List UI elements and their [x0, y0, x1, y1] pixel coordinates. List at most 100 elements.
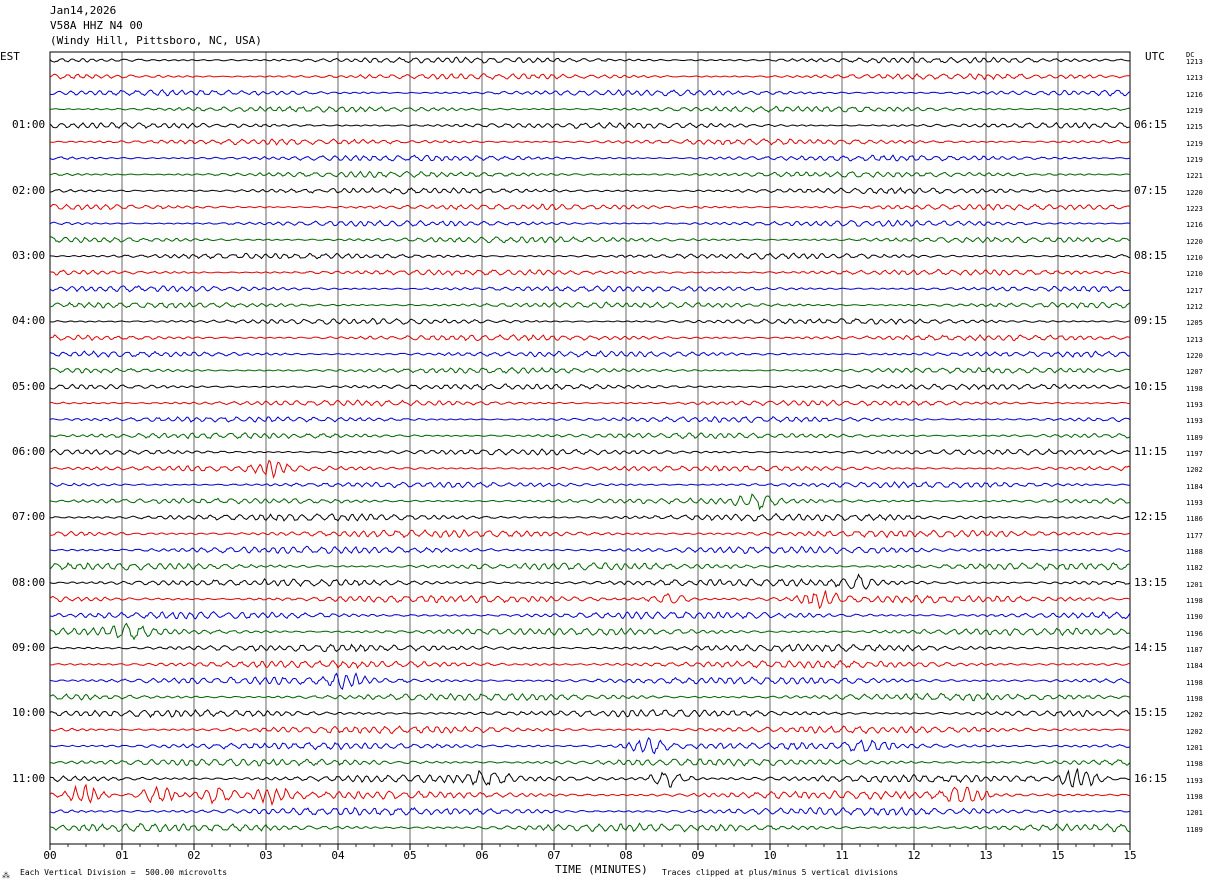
x-tick-label: 00	[43, 849, 56, 862]
right-hour-label: 07:15	[1134, 183, 1168, 197]
seismic-trace	[49, 89, 1131, 97]
left-hour-label: 09:00	[12, 641, 46, 655]
right-hour-label: 12:15	[1134, 510, 1168, 524]
seismic-trace	[49, 545, 1131, 555]
x-tick-label: 01	[115, 849, 128, 862]
dc-offset-value: 1198	[1186, 793, 1203, 801]
x-axis-title: TIME (MINUTES)	[555, 863, 648, 876]
dc-offset-value: 1201	[1186, 809, 1203, 818]
right-hour-label: 15:15	[1134, 706, 1168, 720]
seismic-trace	[49, 768, 1131, 788]
left-hour-label: 04:00	[12, 314, 46, 328]
dc-offset-value: 1223	[1186, 205, 1203, 214]
dc-offset-value: 1202	[1186, 466, 1203, 475]
dc-offset-value: 1186	[1186, 515, 1203, 524]
right-hour-label: 16:15	[1134, 771, 1168, 785]
dc-offset-value: 1216	[1186, 221, 1203, 230]
x-tick-label: 05	[403, 849, 416, 862]
seismic-trace	[49, 236, 1131, 244]
seismic-trace	[49, 737, 1131, 755]
seismic-trace	[49, 72, 1131, 81]
dc-offset-value: 1198	[1186, 678, 1203, 687]
seismic-trace	[49, 203, 1131, 211]
seismic-trace	[49, 692, 1131, 702]
dc-offset-value: 1187	[1186, 646, 1203, 655]
left-hour-label: 02:00	[12, 183, 46, 197]
seismic-trace	[49, 219, 1131, 227]
seismic-trace	[49, 154, 1130, 162]
dc-offset-value: 1193	[1186, 499, 1203, 508]
dc-offset-value: 1212	[1186, 303, 1203, 312]
dc-offset-value: 1213	[1186, 74, 1203, 83]
footer-clip-note: Traces clipped at plus/minus 5 vertical …	[662, 868, 899, 877]
x-tick-label: 11	[835, 849, 848, 862]
left-hour-label: 08:00	[12, 575, 46, 589]
dc-offset-value: 1213	[1186, 335, 1203, 344]
dc-offset-value: 1198	[1186, 760, 1203, 769]
dc-offset-value: 1189	[1186, 825, 1203, 834]
x-tick-label: 03	[259, 849, 272, 862]
seismic-trace	[49, 806, 1130, 817]
dc-offset-value: 1201	[1186, 580, 1203, 589]
dc-offset-value: 1220	[1186, 237, 1203, 246]
seismic-trace	[49, 350, 1131, 358]
seismic-trace	[49, 366, 1131, 375]
header-location: (Windy Hill, Pittsboro, NC, USA)	[50, 34, 262, 47]
left-hour-label: 11:00	[12, 771, 46, 785]
dc-offset-value: 1197	[1186, 450, 1203, 459]
dc-column-header: DC	[1186, 51, 1195, 59]
seismic-trace	[49, 481, 1130, 489]
seismic-trace	[50, 529, 1131, 539]
seismic-trace	[49, 659, 1131, 670]
seismic-trace	[49, 643, 1131, 653]
right-hour-label: 06:15	[1134, 118, 1168, 132]
right-hour-label: 11:15	[1134, 445, 1168, 459]
dc-offset-value: 1184	[1186, 662, 1203, 671]
dc-offset-value: 1205	[1186, 319, 1203, 328]
seismic-trace	[49, 783, 1131, 807]
x-tick-label: 09	[691, 849, 704, 862]
seismic-trace	[50, 317, 1131, 326]
x-tick-label: 07	[547, 849, 560, 862]
seismic-trace	[49, 512, 1130, 522]
dc-offset-value: 1219	[1186, 139, 1203, 148]
dc-offset-value: 1219	[1186, 107, 1203, 116]
dc-offset-value: 1202	[1186, 711, 1203, 720]
right-hour-label: 14:15	[1134, 641, 1168, 655]
dc-offset-value: 1193	[1186, 417, 1203, 426]
left-hour-label: 06:00	[12, 445, 46, 459]
footer-scale-note: Each Vertical Division = 500.00 microvol…	[20, 868, 228, 877]
seismic-trace	[49, 416, 1131, 423]
seismic-trace	[49, 590, 1131, 610]
seismic-trace	[49, 448, 1131, 456]
x-tick-label: 15	[1123, 849, 1136, 862]
dc-offset-value: 1210	[1186, 270, 1203, 279]
seismic-trace	[49, 725, 1130, 735]
dc-offset-value: 1198	[1186, 695, 1203, 704]
seismic-trace	[49, 186, 1131, 195]
x-tick-label: 13	[979, 849, 992, 862]
seismic-trace	[49, 611, 1131, 620]
x-tick-label: 10	[763, 849, 776, 862]
seismic-trace	[49, 333, 1131, 342]
seismic-trace	[49, 622, 1131, 641]
seismic-trace	[49, 268, 1131, 277]
seismic-trace	[49, 459, 1131, 479]
seismic-trace	[49, 383, 1131, 391]
x-tick-label: 08	[619, 849, 632, 862]
dc-offset-value: 1184	[1186, 482, 1203, 491]
dc-offset-value: 1220	[1186, 352, 1203, 361]
seismic-trace	[49, 672, 1131, 690]
dc-offset-value: 1190	[1186, 613, 1203, 622]
x-tick-label: 06	[475, 849, 488, 862]
left-hour-label: 05:00	[12, 379, 46, 393]
seismic-trace	[49, 138, 1131, 146]
seismic-trace	[49, 562, 1130, 571]
seismic-trace	[49, 432, 1131, 440]
seismic-trace	[49, 121, 1131, 130]
right-hour-label: 09:15	[1134, 314, 1168, 328]
dc-offset-value: 1219	[1186, 156, 1203, 165]
dc-offset-value: 1198	[1186, 384, 1203, 393]
seismic-trace	[49, 708, 1131, 719]
left-hour-label: 01:00	[12, 118, 46, 132]
